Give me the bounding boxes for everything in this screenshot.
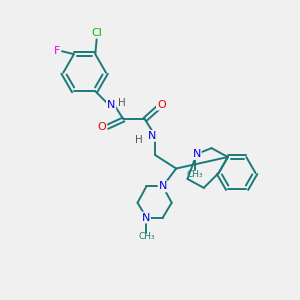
Text: F: F [53,46,60,56]
Text: N: N [159,182,167,191]
Text: Cl: Cl [92,28,102,38]
Text: N: N [142,213,150,223]
Text: N: N [107,100,115,110]
Text: CH₃: CH₃ [187,170,203,179]
Text: N: N [193,149,201,159]
Text: CH₃: CH₃ [138,232,155,242]
Text: O: O [157,100,166,110]
Text: O: O [98,122,106,132]
Text: H: H [118,98,126,108]
Text: N: N [148,131,156,141]
Text: H: H [135,135,143,145]
